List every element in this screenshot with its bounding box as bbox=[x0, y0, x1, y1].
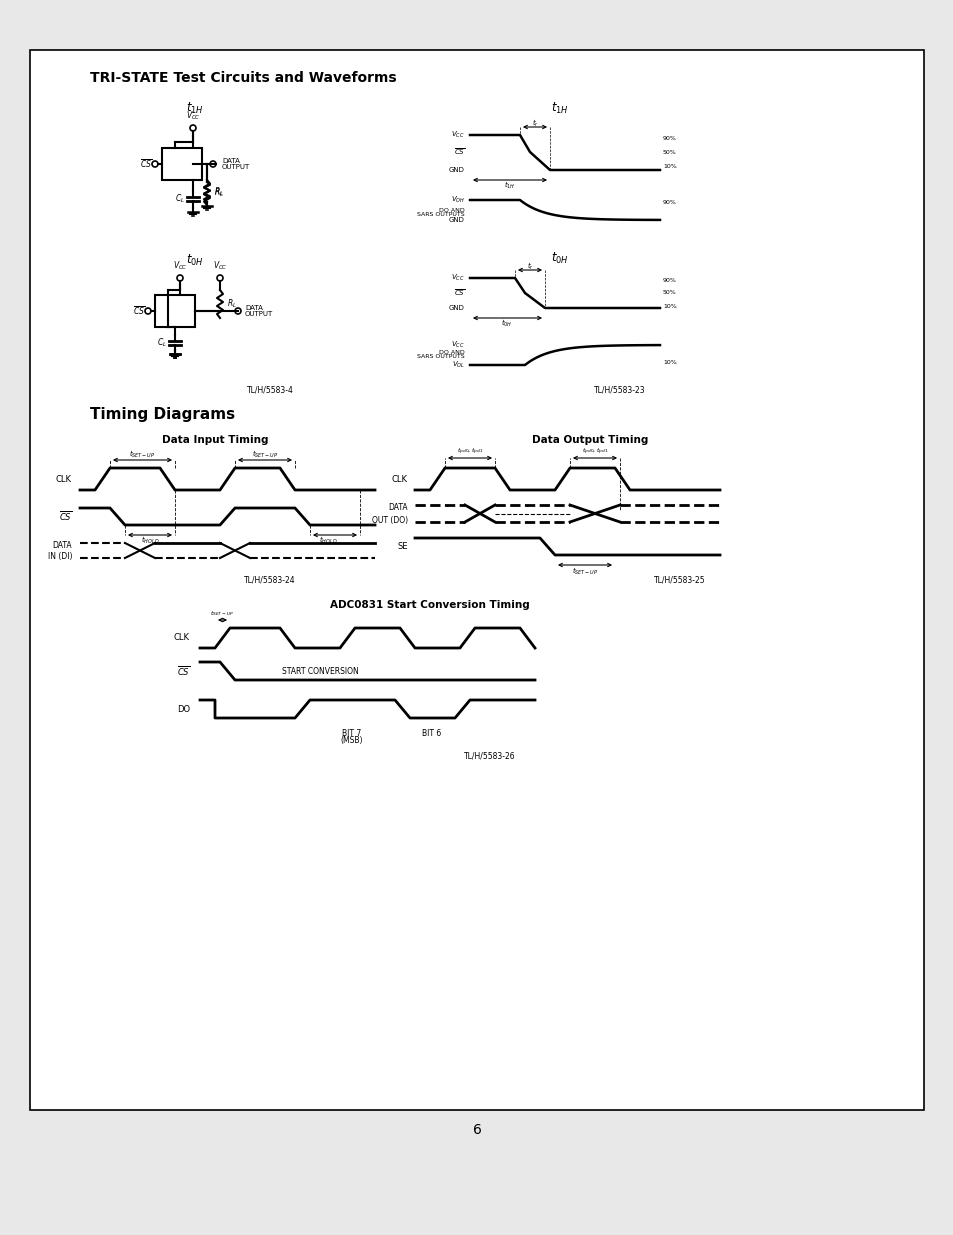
Text: DATA: DATA bbox=[245, 305, 263, 311]
Text: 6: 6 bbox=[472, 1123, 481, 1137]
Bar bbox=[154, 295, 194, 327]
Bar bbox=[162, 148, 202, 180]
Text: $V_{OL}$: $V_{OL}$ bbox=[452, 359, 464, 370]
Text: 50%: 50% bbox=[662, 149, 676, 154]
Text: CLK: CLK bbox=[56, 474, 71, 483]
Text: DATA: DATA bbox=[388, 504, 408, 513]
Bar bbox=[30, 49, 923, 1110]
Text: TRI-STATE Test Circuits and Waveforms: TRI-STATE Test Circuits and Waveforms bbox=[90, 70, 396, 85]
Text: $V_{CC}$: $V_{CC}$ bbox=[451, 340, 464, 350]
Text: $t_{0H}$: $t_{0H}$ bbox=[551, 251, 568, 266]
Text: GND: GND bbox=[449, 167, 464, 173]
Text: $t_{1H}$: $t_{1H}$ bbox=[504, 179, 516, 190]
Text: $t_{SET-UP}$: $t_{SET-UP}$ bbox=[252, 448, 278, 459]
Text: $R_L$: $R_L$ bbox=[227, 298, 236, 310]
Text: OUT (DO): OUT (DO) bbox=[372, 516, 408, 526]
Text: $V_{CC}$: $V_{CC}$ bbox=[451, 273, 464, 283]
Text: $\overline{CS}$: $\overline{CS}$ bbox=[176, 664, 190, 678]
Text: $\overline{CS}$: $\overline{CS}$ bbox=[454, 288, 464, 298]
Text: $t_{HOLD}$: $t_{HOLD}$ bbox=[318, 535, 337, 546]
Text: $t_{pd0}, t_{pd1}$: $t_{pd0}, t_{pd1}$ bbox=[456, 447, 483, 457]
Text: Data Output Timing: Data Output Timing bbox=[531, 435, 647, 445]
Text: SARS OUTPUTS: SARS OUTPUTS bbox=[416, 354, 464, 359]
Text: GND: GND bbox=[449, 305, 464, 311]
Text: $V_{CC}$: $V_{CC}$ bbox=[451, 130, 464, 140]
Text: $V_{CC}$: $V_{CC}$ bbox=[186, 110, 200, 122]
Text: $\overline{CS}$: $\overline{CS}$ bbox=[132, 305, 145, 317]
Text: Timing Diagrams: Timing Diagrams bbox=[90, 408, 234, 422]
Text: $V_{OH}$: $V_{OH}$ bbox=[451, 195, 464, 205]
Text: (MSB): (MSB) bbox=[340, 736, 363, 745]
Text: 10%: 10% bbox=[662, 164, 676, 169]
Text: 10%: 10% bbox=[662, 361, 676, 366]
Text: DATA: DATA bbox=[222, 158, 239, 164]
Text: GND: GND bbox=[449, 217, 464, 224]
Text: $V_{CC}$: $V_{CC}$ bbox=[213, 259, 227, 272]
Text: BIT 7: BIT 7 bbox=[342, 729, 361, 737]
Text: $t_{SET-UP}$: $t_{SET-UP}$ bbox=[129, 448, 155, 459]
Text: OUTPUT: OUTPUT bbox=[245, 311, 273, 317]
Text: $t_{pd0}, t_{pd1}$: $t_{pd0}, t_{pd1}$ bbox=[581, 447, 608, 457]
Text: 90%: 90% bbox=[662, 278, 677, 283]
Text: $t_{1H}$: $t_{1H}$ bbox=[551, 100, 568, 116]
Text: TL/H/5583-25: TL/H/5583-25 bbox=[654, 576, 705, 584]
Text: $C_L$: $C_L$ bbox=[174, 193, 185, 205]
Text: Data Input Timing: Data Input Timing bbox=[162, 435, 268, 445]
Text: SARS OUTPUTS: SARS OUTPUTS bbox=[416, 212, 464, 217]
Text: $\overline{CS}$: $\overline{CS}$ bbox=[454, 147, 464, 157]
Text: $V_{CC}$: $V_{CC}$ bbox=[172, 259, 187, 272]
Text: OUTPUT: OUTPUT bbox=[222, 164, 250, 170]
Text: $t_{SET-UP}$: $t_{SET-UP}$ bbox=[210, 610, 233, 619]
Text: $t_r$: $t_r$ bbox=[526, 261, 533, 272]
Text: BIT 6: BIT 6 bbox=[422, 729, 441, 737]
Text: $R_L$: $R_L$ bbox=[213, 185, 224, 199]
Text: $t_{HOLD}$: $t_{HOLD}$ bbox=[141, 535, 159, 546]
Text: $t_{0H}$: $t_{0H}$ bbox=[500, 317, 512, 329]
Text: 90%: 90% bbox=[662, 200, 677, 205]
Text: $\overline{CS}$: $\overline{CS}$ bbox=[59, 510, 71, 524]
Text: $t_{1H}$: $t_{1H}$ bbox=[186, 100, 204, 116]
Text: $C_L$: $C_L$ bbox=[157, 336, 167, 348]
Text: DO: DO bbox=[176, 704, 190, 714]
Text: TL/H/5583-26: TL/H/5583-26 bbox=[464, 752, 516, 761]
Text: $t_r$: $t_r$ bbox=[531, 117, 537, 128]
Text: $t_{SET-UP}$: $t_{SET-UP}$ bbox=[571, 566, 598, 577]
Text: CLK: CLK bbox=[392, 474, 408, 483]
Text: TL/H/5583-4: TL/H/5583-4 bbox=[246, 385, 294, 394]
Text: CLK: CLK bbox=[173, 634, 190, 642]
Text: TL/H/5583-23: TL/H/5583-23 bbox=[594, 385, 645, 394]
Text: DO AND: DO AND bbox=[438, 207, 464, 212]
Text: TL/H/5583-24: TL/H/5583-24 bbox=[244, 576, 295, 584]
Text: $R_L$: $R_L$ bbox=[213, 186, 224, 199]
Text: DO AND: DO AND bbox=[438, 350, 464, 354]
Text: IN (DI): IN (DI) bbox=[48, 552, 71, 562]
Text: 50%: 50% bbox=[662, 290, 676, 295]
Text: 10%: 10% bbox=[662, 304, 676, 309]
Text: SE: SE bbox=[397, 542, 408, 551]
Text: ADC0831 Start Conversion Timing: ADC0831 Start Conversion Timing bbox=[330, 600, 529, 610]
Text: START CONVERSION: START CONVERSION bbox=[281, 667, 358, 677]
Text: $\overline{CS}$: $\overline{CS}$ bbox=[140, 158, 152, 170]
Text: $t_{0H}$: $t_{0H}$ bbox=[186, 252, 204, 268]
Text: DATA: DATA bbox=[52, 541, 71, 551]
Text: 90%: 90% bbox=[662, 136, 677, 141]
